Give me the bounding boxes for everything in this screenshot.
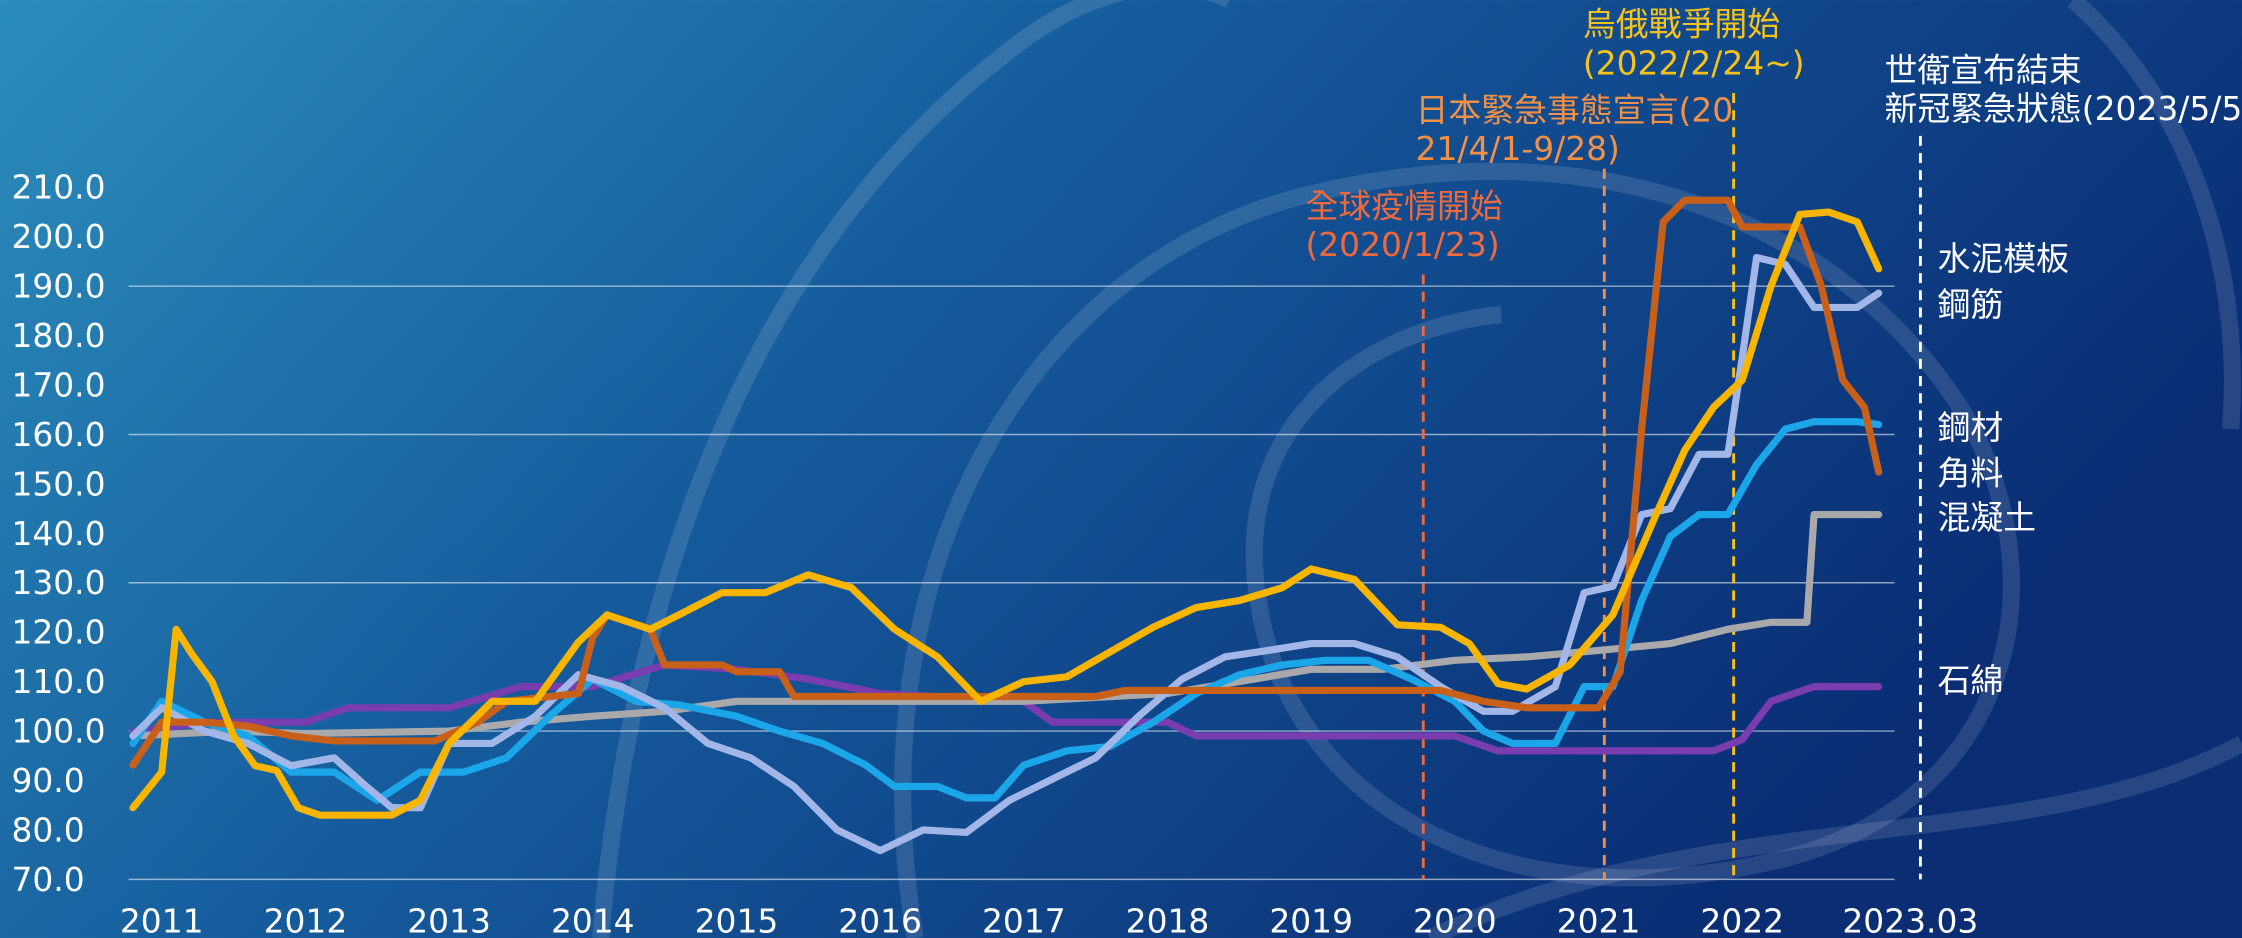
annotation-text: (2022/2/24~): [1583, 43, 1805, 82]
annotation-text: 全球疫情開始: [1305, 186, 1502, 225]
y-tick-label: 90.0: [11, 761, 84, 800]
x-tick-label: 2023.03: [1842, 901, 1978, 938]
x-tick-label: 2014: [551, 901, 635, 938]
x-tick-label: 2012: [264, 901, 348, 938]
series-label: 鋼筋: [1937, 285, 2003, 324]
series-label: 角料: [1937, 454, 2003, 493]
annotation-text: 世衛宣布結束: [1885, 51, 2082, 90]
series-label: 水泥模板: [1937, 239, 2069, 278]
annotation-text: 21/4/1-9/28): [1416, 129, 1620, 168]
x-tick-label: 2017: [982, 901, 1066, 938]
y-tick-label: 170.0: [11, 365, 105, 404]
x-tick-label: 2019: [1269, 901, 1353, 938]
y-tick-label: 110.0: [11, 662, 105, 701]
series-label: 鋼材: [1937, 408, 2003, 447]
x-tick-label: 2013: [407, 901, 491, 938]
annotation-text: 烏俄戰爭開始: [1583, 5, 1780, 44]
y-tick-label: 150.0: [11, 464, 105, 503]
annotation-text: 新冠緊急狀態(2023/5/5): [1885, 89, 2242, 128]
y-tick-label: 200.0: [11, 217, 105, 256]
y-tick-label: 160.0: [11, 415, 105, 454]
x-tick-label: 2020: [1413, 901, 1497, 938]
y-tick-label: 80.0: [11, 810, 84, 849]
annotation-text: 日本緊急事態宣言(20: [1416, 91, 1734, 130]
x-tick-label: 2022: [1700, 901, 1784, 938]
y-tick-label: 130.0: [11, 563, 105, 602]
series-label: 混凝土: [1937, 498, 2036, 537]
y-tick-label: 180.0: [11, 316, 105, 355]
y-tick-label: 140.0: [11, 514, 105, 553]
page: 全球疫情開始(2020/1/23) 日本緊急事態宣言(2021/4/1-9/28)…: [0, 0, 2242, 938]
y-tick-label: 100.0: [11, 712, 105, 751]
x-tick-label: 2021: [1557, 901, 1641, 938]
x-tick-label: 2011: [120, 901, 204, 938]
x-tick-label: 2016: [838, 901, 922, 938]
y-tick-label: 210.0: [11, 168, 105, 207]
y-tick-label: 120.0: [11, 613, 105, 652]
chart: 全球疫情開始(2020/1/23) 日本緊急事態宣言(2021/4/1-9/28)…: [0, 0, 2242, 938]
y-tick-label: 190.0: [11, 267, 105, 306]
x-tick-label: 2015: [695, 901, 779, 938]
x-tick-label: 2018: [1126, 901, 1210, 938]
series-label: 石綿: [1937, 661, 2003, 700]
y-tick-label: 70.0: [11, 860, 84, 899]
annotation-text: (2020/1/23): [1305, 225, 1499, 264]
